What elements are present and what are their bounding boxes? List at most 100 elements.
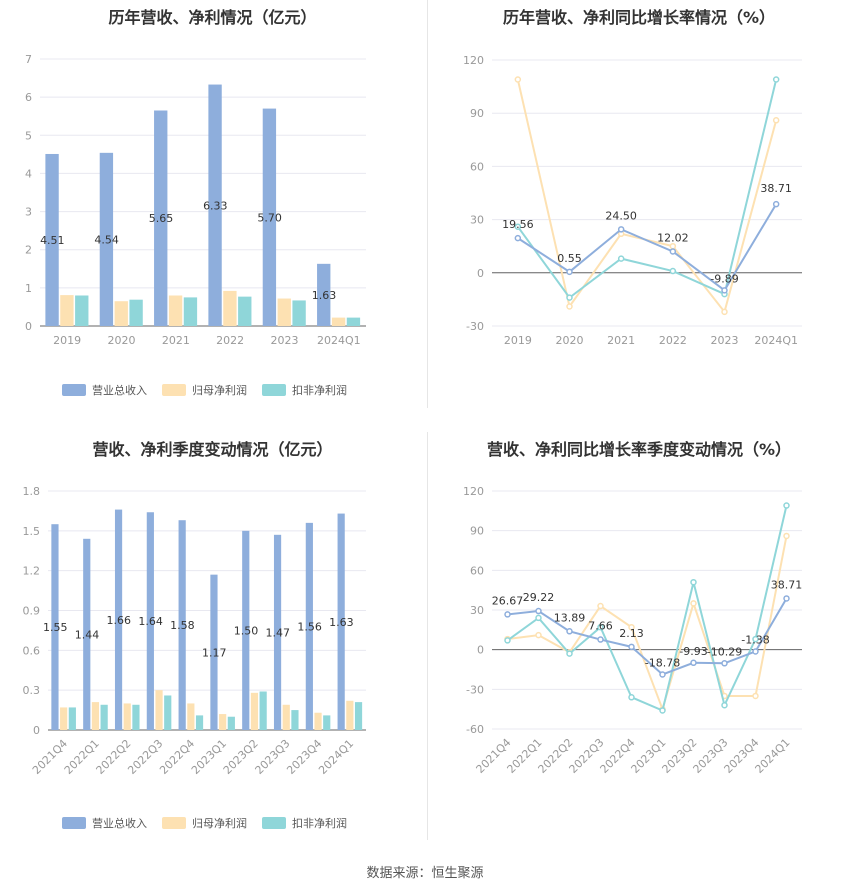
quarterly-line-chart: -60-3003060901202021Q42022Q12022Q22022Q3…: [434, 485, 803, 828]
data-point: [783, 532, 790, 540]
data-label: -18.78: [645, 656, 680, 669]
bar-revenue: [178, 520, 186, 730]
legend-label: 归母净利润: [192, 816, 247, 830]
bar-revenue: [242, 530, 250, 730]
data-label: -9.89: [710, 272, 738, 285]
panel-divider: [427, 432, 428, 840]
x-tick-label: 2020: [556, 334, 584, 347]
x-tick-label: 2024Q1: [754, 334, 798, 347]
series-line-deducted-profit: [506, 505, 788, 712]
data-label: 38.71: [771, 578, 803, 591]
x-tick-label: 2024Q1: [316, 737, 356, 777]
y-tick-label: 3: [25, 206, 32, 219]
bar-deducted-profit: [100, 704, 108, 730]
data-point: [504, 637, 511, 644]
legend-swatch: [262, 384, 286, 396]
bar-parent-profit: [223, 290, 237, 326]
x-tick-label: 2024Q1: [317, 334, 361, 347]
bar-parent-profit: [60, 707, 68, 730]
bar-deducted-profit: [195, 715, 204, 730]
legend-label: 归母净利润: [192, 383, 247, 397]
legend-marker: [435, 794, 447, 806]
y-tick-label: 0: [477, 267, 484, 280]
y-tick-label: 120: [463, 54, 484, 67]
data-point: [566, 628, 573, 635]
data-point: [628, 643, 635, 651]
data-label: 1.50: [234, 624, 259, 637]
bar-deducted-profit: [227, 716, 235, 730]
data-point: [690, 659, 697, 667]
series-line-deducted-profit: [517, 79, 778, 300]
data-point: [566, 294, 573, 301]
quarterly-revenue-profit-panel: 营收、净利季度变动情况（亿元） 0 0.3 0.6 0.9 1.2 1.5 1.8 2021Q…: [0, 432, 425, 852]
data-label: 1.17: [202, 646, 227, 659]
y-tick-label: 7: [25, 53, 32, 66]
legend-label: 扣非净利润: [292, 816, 347, 830]
data-point: [783, 595, 790, 602]
data-point: [535, 614, 542, 622]
series-line-parent-profit: [507, 535, 788, 713]
y-tick-label: 30: [470, 604, 484, 617]
data-label: 1.44: [75, 628, 100, 641]
data-label: 4.54: [94, 233, 119, 246]
bar-revenue: [154, 110, 168, 326]
bar-parent-profit: [114, 301, 128, 326]
bar-deducted-profit: [183, 297, 198, 326]
bar-revenue: [208, 84, 222, 326]
y-tick-label: 90: [470, 107, 484, 120]
x-tick-label: 2019: [53, 334, 81, 347]
y-tick-label: 1: [25, 282, 32, 295]
bar-parent-profit: [123, 703, 131, 730]
data-point: [721, 287, 728, 294]
bar-deducted-profit: [75, 295, 89, 326]
legend-swatch: [162, 384, 186, 396]
bar-parent-profit: [346, 700, 354, 730]
data-label: 1.63: [329, 616, 354, 629]
data-point: [690, 600, 697, 607]
bar-parent-profit: [250, 692, 259, 730]
data-label: 38.71: [760, 182, 792, 195]
data-label: 1.63: [312, 289, 337, 302]
data-point: [597, 602, 604, 610]
data-label: 1.55: [43, 621, 68, 634]
bar-parent-profit: [282, 704, 290, 730]
data-label: 2.13: [619, 627, 644, 640]
data-point: [597, 636, 604, 643]
bar-parent-profit: [168, 295, 183, 326]
data-source-footer: 数据来源：恒生聚源: [366, 866, 484, 881]
y-tick-label: 0: [25, 320, 32, 333]
data-label: 26.67: [492, 594, 524, 607]
bar-parent-profit: [314, 712, 322, 730]
data-label: 1.58: [170, 619, 195, 632]
bar-parent-profit: [60, 295, 74, 326]
bar-deducted-profit: [292, 300, 306, 326]
bar-deducted-profit: [323, 715, 331, 730]
bar-revenue: [317, 263, 331, 326]
chart-title: 营收、净利季度变动情况（亿元）: [92, 440, 333, 459]
y-tick-label: 60: [470, 564, 484, 577]
y-tick-label: 6: [25, 91, 32, 104]
y-tick-label: -60: [466, 723, 484, 736]
y-tick-label: 1.2: [23, 565, 41, 578]
y-tick-label: 1.5: [23, 525, 41, 538]
y-tick-label: 0: [33, 724, 40, 737]
data-point: [659, 707, 666, 714]
data-point: [669, 267, 677, 275]
y-tick-label: 60: [470, 160, 484, 173]
series-line-revenue: [507, 597, 788, 676]
y-tick-label: 90: [470, 525, 484, 538]
data-point: [566, 650, 573, 657]
bar-deducted-profit: [164, 695, 172, 730]
data-point: [566, 268, 573, 276]
data-label: 29.22: [523, 591, 555, 604]
legend-marker: [436, 816, 448, 828]
data-label: 5.65: [149, 212, 174, 225]
data-point: [504, 611, 511, 618]
bar-parent-profit: [187, 703, 195, 730]
bar-revenue: [305, 522, 313, 730]
data-label: -10.29: [707, 645, 742, 658]
data-label: 1.66: [107, 614, 132, 627]
data-point: [752, 648, 759, 655]
data-label: 5.70: [257, 211, 282, 224]
legend-label: 扣非净利润: [292, 383, 347, 397]
